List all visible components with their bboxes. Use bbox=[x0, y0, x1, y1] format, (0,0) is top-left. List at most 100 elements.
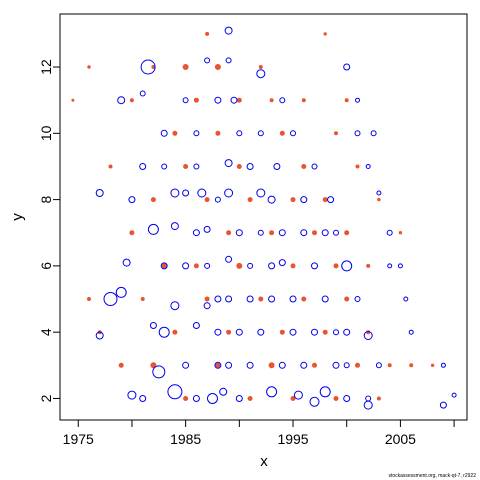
bubble-positive bbox=[230, 96, 238, 104]
bubble-positive bbox=[309, 396, 320, 407]
bubble-positive bbox=[170, 188, 180, 198]
bubble-negative bbox=[376, 396, 381, 401]
bubble-negative bbox=[129, 98, 134, 103]
bubble-positive bbox=[257, 328, 265, 336]
bubble-positive bbox=[247, 262, 254, 269]
bubble-positive bbox=[147, 223, 159, 235]
y-tick-label: 6 bbox=[38, 262, 54, 270]
bubble-positive bbox=[225, 295, 233, 303]
bubble-positive bbox=[311, 163, 318, 170]
bubble-positive bbox=[387, 263, 393, 269]
y-tick-label: 12 bbox=[38, 59, 54, 75]
bubble-negative bbox=[301, 164, 307, 169]
bubble-negative bbox=[205, 31, 210, 36]
bubble-negative bbox=[87, 297, 91, 301]
y-tick-label: 10 bbox=[38, 125, 54, 141]
bubble-positive bbox=[300, 361, 308, 369]
y-axis-label: y bbox=[9, 213, 26, 221]
bubble-negative bbox=[215, 130, 221, 136]
bubble-negative bbox=[150, 362, 157, 369]
bubble-positive bbox=[354, 130, 361, 137]
bubble-negative bbox=[409, 363, 414, 368]
bubble-positive bbox=[278, 229, 286, 237]
bubble-positive bbox=[290, 130, 296, 137]
bubble-negative bbox=[172, 329, 178, 335]
bubble-positive bbox=[279, 97, 286, 104]
bubble-positive bbox=[127, 390, 137, 400]
bubble-positive bbox=[266, 386, 278, 398]
bubble-negative bbox=[247, 197, 253, 203]
bubble-positive bbox=[273, 163, 281, 170]
bubble-negative bbox=[333, 396, 339, 401]
bubble-negative bbox=[71, 98, 75, 102]
bubble-positive bbox=[440, 362, 446, 368]
bubble-positive bbox=[321, 229, 329, 237]
bubble-negative bbox=[150, 197, 156, 203]
bubble-negative bbox=[269, 98, 274, 103]
bubble-positive bbox=[311, 262, 318, 270]
bubble-positive bbox=[311, 328, 318, 336]
bubble-positive bbox=[204, 57, 211, 64]
bubble-positive bbox=[95, 331, 104, 340]
bubble-negative bbox=[172, 130, 178, 136]
bubble-negative bbox=[87, 65, 91, 69]
bubble-positive bbox=[235, 328, 243, 336]
bubble-positive bbox=[103, 292, 118, 306]
bubble-positive bbox=[214, 328, 222, 336]
y-tick-label: 2 bbox=[38, 394, 54, 402]
bubble-positive bbox=[256, 188, 266, 198]
bubble-positive bbox=[128, 196, 136, 204]
bubble-negative bbox=[301, 296, 307, 302]
bubble-negative bbox=[322, 197, 328, 203]
bubble-negative bbox=[323, 32, 327, 36]
bubble-positive bbox=[235, 395, 243, 402]
bubble-positive bbox=[161, 163, 168, 170]
bubble-negative bbox=[430, 363, 435, 367]
bubble-positive bbox=[246, 163, 254, 170]
bubble-negative bbox=[118, 362, 124, 368]
bubble-positive bbox=[343, 328, 351, 336]
bubble-positive bbox=[203, 225, 211, 233]
bubble-negative bbox=[269, 230, 275, 236]
x-axis: 1975 1985 1995 2005 bbox=[63, 419, 455, 447]
bubble-positive bbox=[139, 395, 147, 402]
bubble-positive bbox=[193, 163, 200, 170]
bubble-negative bbox=[108, 164, 113, 169]
bubble-positive bbox=[327, 196, 335, 204]
bubble-positive bbox=[214, 295, 222, 303]
bubble-positive bbox=[122, 258, 131, 267]
bubble-negative bbox=[279, 329, 285, 335]
bubble-positive bbox=[224, 26, 233, 35]
bubble-positive bbox=[332, 361, 340, 369]
bubble-positive bbox=[386, 229, 393, 236]
bubble-positive bbox=[139, 90, 146, 97]
bubble-positive bbox=[160, 129, 168, 137]
bubble-negative bbox=[344, 230, 350, 236]
bubble-positive bbox=[225, 57, 232, 64]
bubble-positive bbox=[246, 295, 254, 303]
bubble-negative bbox=[322, 329, 328, 335]
bubble-positive bbox=[267, 195, 276, 204]
bubble-positive bbox=[214, 96, 222, 104]
bubble-negative bbox=[215, 362, 221, 368]
bubble-positive bbox=[363, 331, 373, 340]
bubble-positive bbox=[158, 326, 170, 338]
bubble-positive bbox=[204, 262, 211, 269]
bubble-positive bbox=[408, 329, 414, 335]
bubble-positive bbox=[224, 159, 233, 168]
bubble-negative bbox=[193, 97, 199, 103]
bubble-positive bbox=[319, 386, 331, 398]
bubble-positive bbox=[115, 286, 127, 298]
bubble-positive bbox=[300, 196, 308, 204]
bubble-positive bbox=[370, 130, 377, 137]
bubble-positive bbox=[375, 362, 382, 369]
bubble-positive bbox=[170, 301, 180, 311]
bubble-negative bbox=[355, 362, 360, 368]
bubble-positive bbox=[278, 361, 286, 369]
bubble-negative bbox=[312, 230, 317, 236]
bubble-positive bbox=[246, 361, 254, 369]
bubble-positive bbox=[439, 401, 447, 409]
bubble-negative bbox=[183, 164, 189, 169]
bubble-negative bbox=[236, 97, 242, 103]
